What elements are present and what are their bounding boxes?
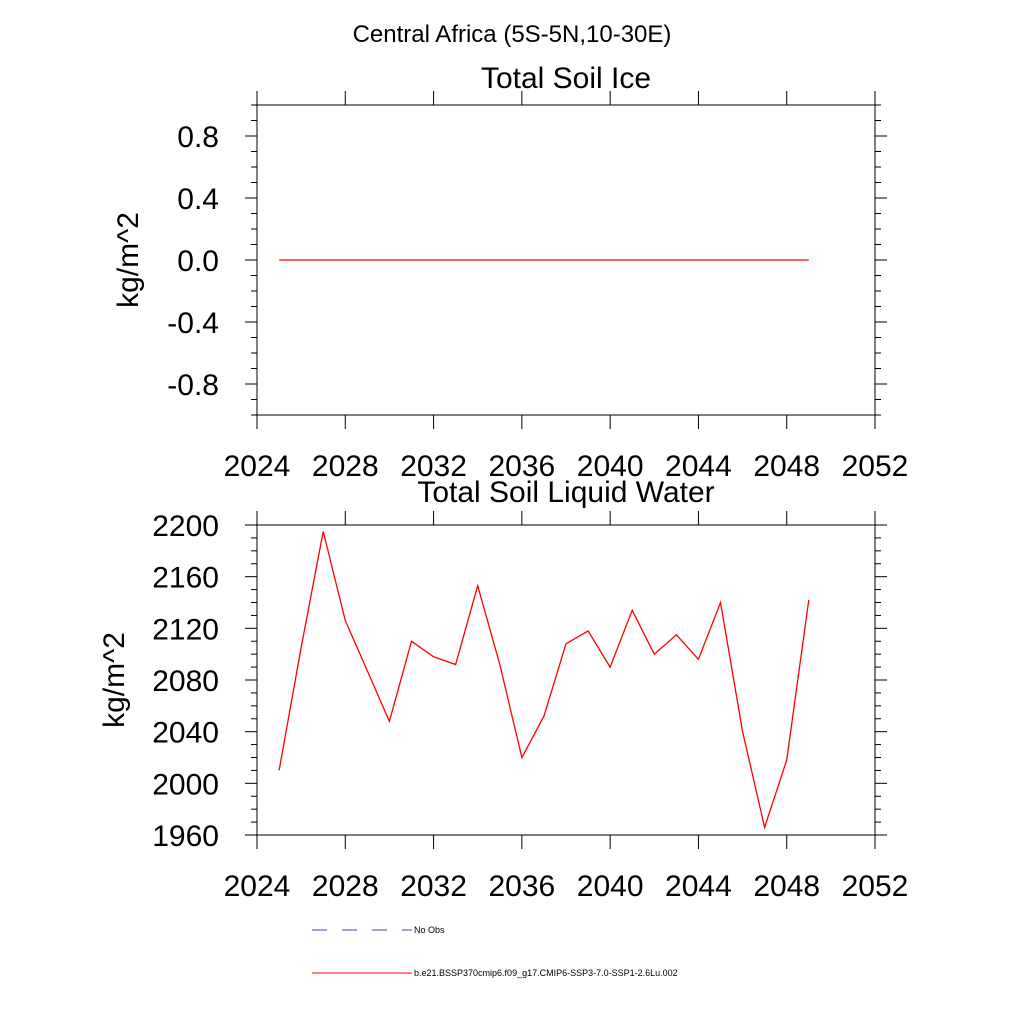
y-tick-label-liquid: 1960: [152, 820, 219, 853]
x-tick-label-ice: 2044: [665, 450, 732, 483]
legend-label-series: b.e21.BSSP370cmip6.f09_g17.CMIP6-SSP3-7.…: [414, 968, 678, 978]
y-tick-label-ice: -0.4: [167, 307, 219, 340]
page-title: Central Africa (5S-5N,10-30E): [353, 21, 672, 48]
x-tick-label-liquid: 2032: [400, 870, 467, 903]
y-tick-label-liquid: 2200: [152, 510, 219, 543]
x-tick-label-ice: 2036: [488, 450, 555, 483]
plot-frame-liquid: [256, 524, 876, 836]
legend: No Obs b.e21.BSSP370cmip6.f09_g17.CMIP6-…: [312, 925, 678, 978]
y-tick-label-ice: 0.4: [177, 183, 219, 216]
x-tick-label-liquid: 2052: [842, 870, 909, 903]
x-tick-label-liquid: 2028: [312, 870, 379, 903]
y-tick-label-liquid: 2040: [152, 717, 219, 750]
x-tick-label-ice: 2048: [753, 450, 820, 483]
panel-total-soil-liquid-water: Total Soil Liquid Water kg/m^2 2024 2028 203…: [98, 476, 908, 903]
x-tick-label-liquid: 2036: [488, 870, 555, 903]
y-tick-label-ice: 0.0: [177, 245, 219, 278]
x-tick-label-ice: 2040: [577, 450, 644, 483]
x-tick-label-ice: 2052: [842, 450, 909, 483]
y-tick-label-liquid: 2000: [152, 768, 219, 801]
y-tick-label-liquid: 2080: [152, 665, 219, 698]
x-tick-label-liquid: 2024: [224, 870, 291, 903]
y-tick-label-liquid: 2120: [152, 613, 219, 646]
legend-label-no-obs: No Obs: [414, 925, 445, 935]
y-tick-label-ice: -0.8: [167, 369, 219, 402]
x-tick-label-liquid: 2040: [577, 870, 644, 903]
y-axis-label-liquid: kg/m^2: [98, 632, 131, 728]
x-tick-label-liquid: 2048: [753, 870, 820, 903]
x-tick-label-ice: 2028: [312, 450, 379, 483]
x-tick-label-ice: 2024: [224, 450, 291, 483]
x-tick-label-ice: 2032: [400, 450, 467, 483]
x-tick-label-liquid: 2044: [665, 870, 732, 903]
panel-total-soil-ice: Total Soil Ice kg/m^2 2024 2028 2032 2036 2040…: [112, 62, 908, 483]
y-tick-label-liquid: 2160: [152, 562, 219, 595]
y-tick-label-ice: 0.8: [177, 121, 219, 154]
y-axis-label-ice: kg/m^2: [112, 212, 145, 308]
series-line-liquid: [278, 531, 810, 830]
chart-title-liquid: Total Soil Liquid Water: [417, 476, 714, 509]
chart-title-ice: Total Soil Ice: [481, 62, 651, 95]
